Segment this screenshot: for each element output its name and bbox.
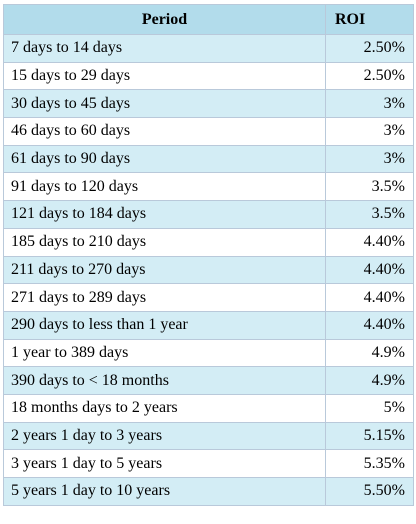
table-row: 91 days to 120 days 3.5% [3, 172, 414, 202]
column-header-roi: ROI [325, 4, 414, 35]
roi-table: Period ROI 7 days to 14 days 2.50% 15 da… [3, 4, 414, 506]
column-header-period: Period [3, 4, 326, 35]
roi-cell: 5% [325, 393, 414, 423]
table-body: 7 days to 14 days 2.50% 15 days to 29 da… [3, 34, 414, 506]
roi-cell: 4.9% [325, 366, 414, 395]
period-cell: 271 days to 289 days [3, 283, 326, 312]
roi-cell: 3.5% [325, 200, 414, 229]
period-cell: 390 days to < 18 months [3, 366, 326, 395]
table-row: 18 months days to 2 years 5% [3, 393, 414, 423]
period-cell: 290 days to less than 1 year [3, 310, 326, 340]
period-cell: 15 days to 29 days [3, 61, 326, 91]
table-row: 30 days to 45 days 3% [3, 89, 414, 119]
period-cell: 5 years 1 day to 10 years [3, 477, 326, 506]
period-cell: 46 days to 60 days [3, 117, 326, 146]
roi-cell: 2.50% [325, 61, 414, 91]
table-row: 2 years 1 day to 3 years 5.15% [3, 421, 414, 451]
table-row: 5 years 1 day to 10 years 5.50% [3, 477, 414, 506]
period-cell: 211 days to 270 days [3, 255, 326, 285]
table-row: 15 days to 29 days 2.50% [3, 61, 414, 91]
period-cell: 61 days to 90 days [3, 144, 326, 174]
header-row: Period ROI [3, 4, 414, 35]
period-cell: 2 years 1 day to 3 years [3, 421, 326, 451]
period-cell: 91 days to 120 days [3, 172, 326, 202]
roi-cell: 4.40% [325, 310, 414, 340]
table-header: Period ROI [3, 4, 414, 35]
period-cell: 18 months days to 2 years [3, 393, 326, 423]
table-row: 46 days to 60 days 3% [3, 117, 414, 146]
table-row: 290 days to less than 1 year 4.40% [3, 310, 414, 340]
table-row: 121 days to 184 days 3.5% [3, 200, 414, 229]
table-row: 185 days to 210 days 4.40% [3, 227, 414, 257]
roi-cell: 3% [325, 89, 414, 119]
roi-cell: 5.50% [325, 477, 414, 506]
period-cell: 3 years 1 day to 5 years [3, 449, 326, 478]
roi-cell: 5.15% [325, 421, 414, 451]
roi-cell: 3% [325, 117, 414, 146]
table-row: 271 days to 289 days 4.40% [3, 283, 414, 312]
period-cell: 185 days to 210 days [3, 227, 326, 257]
roi-cell: 2.50% [325, 34, 414, 63]
roi-cell: 3.5% [325, 172, 414, 202]
period-cell: 7 days to 14 days [3, 34, 326, 63]
roi-cell: 4.40% [325, 255, 414, 285]
roi-table-container: Period ROI 7 days to 14 days 2.50% 15 da… [3, 4, 414, 506]
roi-cell: 3% [325, 144, 414, 174]
period-cell: 1 year to 389 days [3, 338, 326, 368]
period-cell: 121 days to 184 days [3, 200, 326, 229]
roi-cell: 5.35% [325, 449, 414, 478]
roi-cell: 4.9% [325, 338, 414, 368]
table-row: 211 days to 270 days 4.40% [3, 255, 414, 285]
table-row: 7 days to 14 days 2.50% [3, 34, 414, 63]
roi-cell: 4.40% [325, 227, 414, 257]
period-cell: 30 days to 45 days [3, 89, 326, 119]
roi-cell: 4.40% [325, 283, 414, 312]
table-row: 3 years 1 day to 5 years 5.35% [3, 449, 414, 478]
table-row: 1 year to 389 days 4.9% [3, 338, 414, 368]
table-row: 390 days to < 18 months 4.9% [3, 366, 414, 395]
table-row: 61 days to 90 days 3% [3, 144, 414, 174]
